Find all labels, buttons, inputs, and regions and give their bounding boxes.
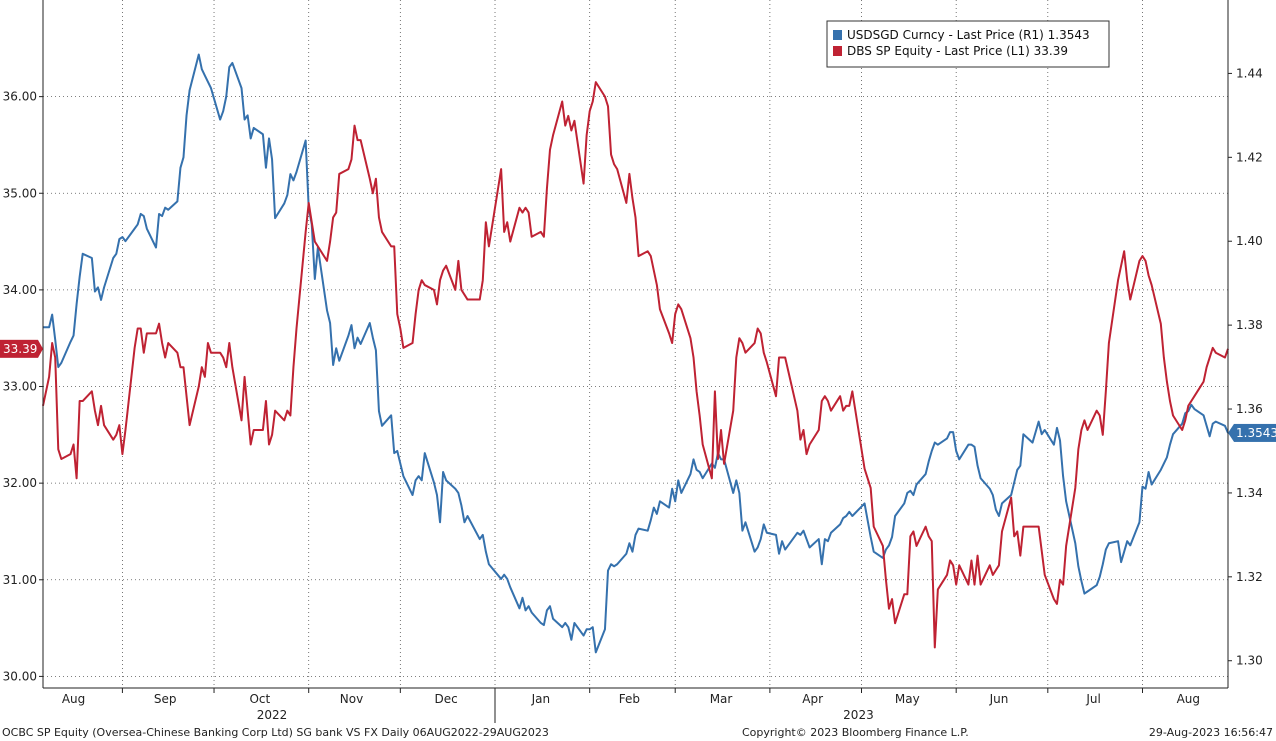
x-axis: Aug Sep Oct Nov Dec Jan Feb Mar Apr May Jun Jul Aug 2… [62, 688, 1200, 723]
x-tick-label: Dec [435, 692, 458, 706]
usdsgd-last-value-flag [1234, 423, 1276, 442]
legend-swatch [833, 30, 842, 40]
right-tick-label: 1.36 [1236, 402, 1263, 416]
usdsgd-last-value-label: 1.3543 [1236, 426, 1276, 440]
left-tick-label: 30.00 [3, 669, 37, 683]
x-tick-label: Apr [802, 692, 823, 706]
footer-copyright: Copyright© 2023 Bloomberg Finance L.P. [742, 726, 969, 739]
x-tick-label: Sep [154, 692, 177, 706]
right-axis: 1.30 1.32 1.34 1.36 1.38 1.40 1.42 1.44 [1228, 66, 1263, 668]
left-axis: 30.00 31.00 32.00 33.00 34.00 35.00 36.00 [3, 90, 43, 683]
usdsgd-flag-pointer [1228, 423, 1234, 442]
series-line-dbs [42, 81, 1229, 649]
legend-swatch [833, 46, 842, 56]
x-tick-label: May [895, 692, 920, 706]
x-tick-label: Mar [710, 692, 733, 706]
legend-entry: DBS SP Equity - Last Price (L1) 33.39 [847, 44, 1068, 58]
left-tick-label: 35.00 [3, 186, 37, 200]
x-tick-label: Jan [531, 692, 551, 706]
right-tick-label: 1.34 [1236, 486, 1263, 500]
left-tick-label: 33.00 [3, 380, 37, 394]
series-line-usdsgd [43, 53, 1229, 654]
right-tick-label: 1.32 [1236, 570, 1263, 584]
year-label: 2023 [843, 708, 874, 722]
right-tick-label: 1.44 [1236, 66, 1263, 80]
x-tick-label: Aug [1177, 692, 1200, 706]
footer-timestamp: 29-Aug-2023 16:56:47 [1149, 726, 1273, 739]
x-tick-label: Jun [989, 692, 1009, 706]
plot-frame [42, 0, 1229, 689]
legend: USDSGD Curncy - Last Price (R1) 1.3543 DB… [826, 20, 1110, 68]
right-tick-label: 1.30 [1236, 654, 1263, 668]
left-tick-label: 31.00 [3, 573, 37, 587]
dbs-last-value-label: 33.39 [3, 342, 37, 356]
dbs-last-value-flag [0, 339, 38, 358]
footer: OCBC SP Equity (Oversea-Chinese Banking … [2, 726, 1273, 739]
grid-lines [43, 0, 1228, 688]
right-tick-label: 1.40 [1236, 234, 1263, 248]
left-tick-label: 32.00 [3, 476, 37, 490]
left-tick-label: 34.00 [3, 283, 37, 297]
right-tick-label: 1.42 [1236, 150, 1263, 164]
legend-box [826, 20, 1110, 68]
last-value-flags: 1.3543 33.39 [0, 339, 1276, 442]
x-tick-label: Jul [1085, 692, 1100, 706]
x-tick-label: Aug [62, 692, 85, 706]
dbs-flag-pointer [38, 339, 43, 358]
x-tick-label: Feb [619, 692, 640, 706]
x-tick-label: Oct [249, 692, 270, 706]
left-tick-label: 36.00 [3, 90, 37, 104]
legend-entry: USDSGD Curncy - Last Price (R1) 1.3543 [847, 28, 1090, 42]
x-tick-label: Nov [340, 692, 363, 706]
footer-description: OCBC SP Equity (Oversea-Chinese Banking … [2, 726, 549, 739]
year-label: 2022 [257, 708, 288, 722]
series-layer [42, 53, 1229, 654]
right-tick-label: 1.38 [1236, 318, 1263, 332]
